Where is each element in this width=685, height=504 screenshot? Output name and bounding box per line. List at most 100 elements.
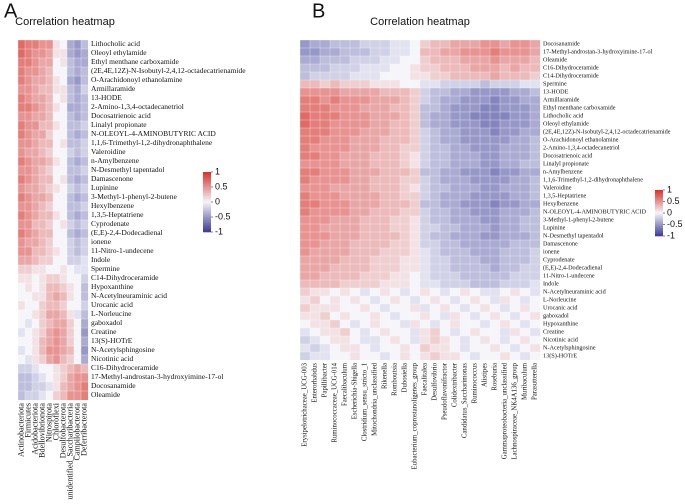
heatmap-cell (389, 135, 401, 145)
heatmap-cell (499, 303, 511, 313)
heatmap-cell (439, 159, 451, 169)
heatmap-cell (24, 390, 33, 401)
heatmap-cell (409, 263, 421, 273)
row-label: Ethyl menthane carboxamide (91, 57, 180, 66)
heatmap-cell (339, 79, 351, 89)
heatmap-cell (45, 192, 54, 203)
heatmap-cell (529, 207, 541, 217)
heatmap-cell (459, 223, 471, 233)
column-label: Gammaproteobacteria_unclassified (502, 362, 509, 459)
heatmap-cell (409, 343, 421, 353)
heatmap-cell (319, 223, 331, 233)
heatmap-cell (429, 207, 441, 217)
heatmap-cell (449, 279, 461, 289)
heatmap-cell (24, 336, 33, 347)
heatmap-cell (379, 215, 391, 225)
heatmap-cell (24, 318, 33, 329)
heatmap-cell (379, 295, 391, 305)
heatmap-cell (38, 228, 47, 239)
heatmap-cell (359, 247, 371, 257)
heatmap-cell (459, 47, 471, 57)
heatmap-cell (299, 95, 311, 105)
heatmap-cell (45, 174, 54, 185)
colorbar-segment (655, 213, 663, 215)
heatmap-cell (479, 119, 491, 129)
heatmap-cell (59, 183, 68, 194)
heatmap-cell (73, 300, 82, 311)
heatmap-cell (389, 119, 401, 129)
heatmap-cell (80, 246, 89, 257)
heatmap-cell (309, 175, 321, 185)
heatmap-cell (359, 191, 371, 201)
heatmap-cell (309, 287, 321, 297)
colorbar-segment (203, 175, 211, 177)
colorbar-segment (203, 199, 211, 201)
heatmap-cell (45, 237, 54, 248)
heatmap-cell (73, 372, 82, 383)
heatmap-cell (409, 111, 421, 121)
heatmap-cell (419, 175, 431, 185)
heatmap-cell (80, 66, 89, 77)
heatmap-cell (31, 138, 40, 149)
colorbar-segment (655, 203, 663, 206)
heatmap-cell (439, 279, 451, 289)
heatmap-cell (339, 295, 351, 305)
heatmap-cell (309, 39, 321, 49)
heatmap-cell (459, 87, 471, 97)
heatmap-cell (45, 111, 54, 122)
heatmap-cell (45, 156, 54, 167)
heatmap-cell (31, 372, 40, 383)
heatmap-cell (38, 138, 47, 149)
colorbar-segment (203, 194, 211, 197)
heatmap-cell (469, 63, 481, 73)
heatmap-cell (509, 295, 521, 305)
heatmap-cell (509, 167, 521, 177)
heatmap-cell (429, 191, 441, 201)
colorbar-segment (655, 199, 663, 201)
heatmap-cell (489, 255, 501, 265)
heatmap-cell (429, 351, 441, 361)
heatmap-cell (379, 127, 391, 137)
heatmap-cell (419, 327, 431, 337)
heatmap-cell (399, 255, 411, 265)
heatmap-cell (519, 343, 531, 353)
heatmap-cell (379, 151, 391, 161)
heatmap-cell (439, 183, 451, 193)
heatmap-cell (439, 335, 451, 345)
heatmap-cell (519, 191, 531, 201)
heatmap-cell (349, 231, 361, 241)
heatmap-cell (429, 199, 441, 209)
heatmap-cell (529, 279, 541, 289)
heatmap-cell (59, 264, 68, 275)
colorbar-segment (655, 202, 663, 205)
row-label: 17-Methyl-androstan-3-hydroxyimine-17-ol (543, 48, 653, 55)
heatmap-cell (369, 311, 381, 321)
heatmap-cell (349, 55, 361, 65)
heatmap-cell (529, 47, 541, 57)
heatmap-cell (399, 159, 411, 169)
heatmap-cell (529, 103, 541, 113)
heatmap-cell (439, 127, 451, 137)
heatmap-cell (80, 372, 89, 383)
heatmap-cell (469, 279, 481, 289)
heatmap-cell (439, 311, 451, 321)
heatmap-cell (349, 335, 361, 345)
heatmap-cell (499, 183, 511, 193)
heatmap-cell (319, 39, 331, 49)
heatmap-cell (359, 119, 371, 129)
heatmap-cell (509, 199, 521, 209)
heatmap-cell (419, 55, 431, 65)
heatmap-cell (399, 303, 411, 313)
heatmap-cell (309, 295, 321, 305)
heatmap-cell (24, 156, 33, 167)
heatmap-cell (349, 247, 361, 257)
heatmap-cell (66, 354, 75, 365)
heatmap-cell (339, 87, 351, 97)
heatmap-cell (319, 79, 331, 89)
heatmap-cell (449, 127, 461, 137)
colorbar-segment (655, 222, 663, 224)
heatmap-cell (80, 174, 89, 185)
heatmap-cell (24, 363, 33, 374)
heatmap-cell (399, 71, 411, 81)
heatmap-cell (17, 300, 26, 311)
